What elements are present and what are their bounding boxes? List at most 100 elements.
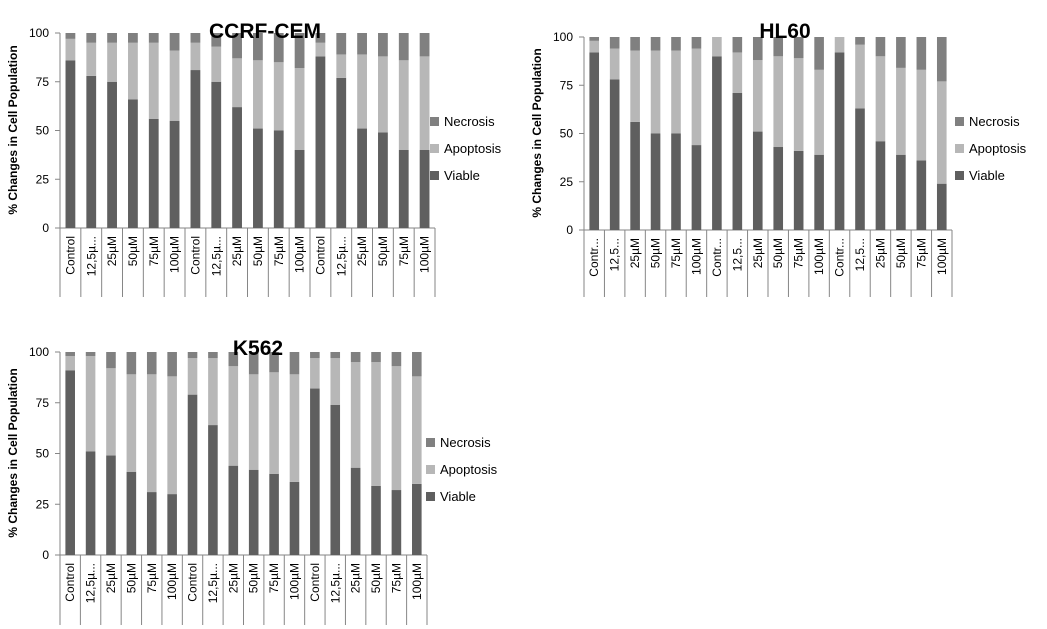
bar-necrosis-18 [936,37,947,82]
category-label: Control [186,563,200,602]
bar-apoptosis-10 [773,56,784,148]
bar-viable-8 [732,92,743,230]
bar-viable-18 [936,183,947,230]
bar-apoptosis-2 [609,48,620,80]
bar-apoptosis-10 [253,60,263,129]
y-tick-label: 75 [36,75,50,89]
legend-swatch-apoptosis [955,144,964,153]
bar-necrosis-8 [208,352,218,359]
legend-label-apoptosis: Apoptosis [444,141,502,156]
bar-apoptosis-15 [350,362,361,468]
bar-necrosis-13 [310,352,320,359]
category-label: 50µM [124,563,138,593]
category-label: 50µM [247,563,261,593]
bar-apoptosis-10 [248,374,259,470]
bar-necrosis-14 [336,33,347,55]
bar-viable-12 [294,150,305,228]
category-label: Control [63,563,77,602]
category-label: Contr... [710,238,724,277]
bar-necrosis-10 [253,33,263,61]
legend-label-viable: Viable [440,489,476,504]
category-label: 75µM [267,563,281,593]
category-label: Contr... [587,238,601,277]
category-label: 25µM [226,563,240,593]
bar-necrosis-12 [289,352,300,375]
category-label: 50µM [251,236,265,266]
category-label: 75µM [145,563,159,593]
bar-necrosis-18 [412,352,422,377]
bar-necrosis-1 [65,352,75,357]
legend-swatch-necrosis [426,438,435,447]
bar-apoptosis-18 [419,56,430,150]
bar-necrosis-3 [107,33,117,43]
category-label: 75µM [792,238,806,268]
bar-viable-6 [169,120,180,228]
bar-apoptosis-9 [752,60,763,132]
y-tick-label: 0 [42,221,49,235]
category-label: 100µM [410,563,424,600]
bar-necrosis-16 [371,352,381,363]
bar-apoptosis-14 [855,44,865,109]
bar-apoptosis-15 [357,54,367,129]
category-label: 50µM [376,236,390,266]
bar-viable-12 [814,154,824,230]
bar-necrosis-15 [875,37,886,57]
bar-apoptosis-8 [208,358,218,426]
y-tick-label: 0 [566,223,573,237]
bar-viable-17 [391,490,402,555]
category-label: 100µM [935,238,949,275]
legend-label-apoptosis: Apoptosis [440,462,498,477]
bar-apoptosis-7 [187,358,198,395]
bar-necrosis-9 [752,37,763,61]
bar-necrosis-8 [211,33,222,47]
category-label: Control [313,236,327,275]
y-tick-label: 25 [36,497,50,511]
bar-necrosis-10 [773,37,784,57]
bar-apoptosis-5 [671,50,681,134]
bar-viable-1 [65,370,75,555]
bar-viable-18 [419,150,430,228]
bar-viable-16 [371,485,381,555]
bar-viable-13 [315,56,326,229]
category-label: 12,5µ... [84,236,98,276]
bar-apoptosis-9 [228,366,239,466]
bar-necrosis-17 [391,352,402,367]
bar-apoptosis-11 [269,372,279,474]
bar-viable-2 [86,75,97,229]
bar-apoptosis-6 [691,48,702,146]
bar-necrosis-4 [126,352,137,375]
y-axis-label: % Changes in Cell Population [6,45,20,214]
legend-swatch-necrosis [955,117,964,126]
bar-viable-16 [378,132,388,228]
bar-viable-15 [357,128,367,228]
chart-title: K562 [233,337,283,360]
category-label: Control [308,563,322,602]
bar-apoptosis-9 [232,58,242,108]
bar-necrosis-5 [671,37,681,51]
bar-apoptosis-6 [169,50,180,121]
category-label: 75µM [389,563,403,593]
y-tick-label: 25 [560,175,574,189]
category-label: 12,5... [608,238,622,271]
bar-apoptosis-1 [65,38,76,61]
bar-viable-13 [834,52,845,230]
bar-necrosis-14 [855,37,865,45]
category-label: 12,5µ... [334,236,348,276]
category-label: Contr... [833,238,847,277]
category-label: 50µM [649,238,663,268]
bar-apoptosis-5 [148,42,159,119]
bar-viable-8 [211,81,222,228]
bar-necrosis-9 [228,352,239,367]
bar-viable-12 [289,481,300,555]
category-label: 12,5µ... [209,236,223,276]
legend-swatch-necrosis [430,117,439,126]
bar-viable-2 [85,451,96,555]
bar-viable-10 [773,147,784,230]
bar-apoptosis-13 [834,37,845,53]
bar-necrosis-5 [146,352,157,375]
bar-viable-14 [855,108,865,230]
bar-necrosis-4 [650,37,661,51]
bar-viable-14 [330,404,341,555]
category-label: 100µM [293,236,307,273]
chart-panel-3: 0 25 50 75 100 Control 12,5µ... 25µM 50µM 75µM 100… [6,337,498,625]
